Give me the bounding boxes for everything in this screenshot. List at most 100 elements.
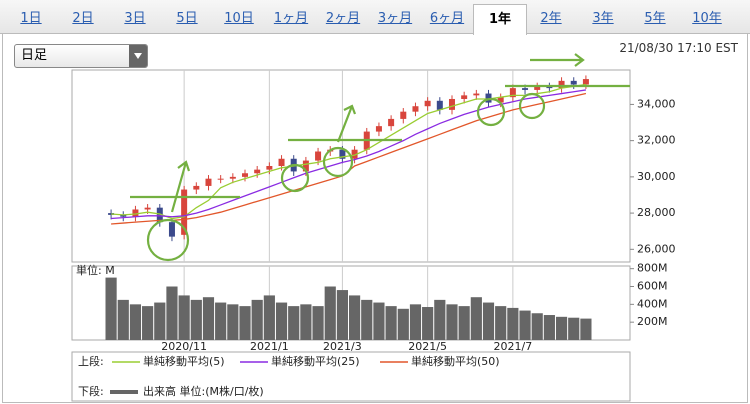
candle-body <box>302 160 309 172</box>
period-tab[interactable]: 3年 <box>592 11 614 26</box>
dropdown-button[interactable] <box>129 45 147 67</box>
y-tick-label: 32,000 <box>637 134 676 147</box>
axis-unit-label: 単位: M <box>76 263 115 277</box>
candle-body <box>509 88 516 98</box>
moving-average-line <box>111 89 587 220</box>
candle-body <box>229 176 236 179</box>
annotation-circle <box>280 163 310 193</box>
y-tick-label: 600M <box>637 280 668 293</box>
volume-bar <box>142 306 154 340</box>
period-tab[interactable]: 10年 <box>692 11 722 26</box>
candle-body <box>144 207 151 210</box>
volume-bar <box>190 299 202 340</box>
annotation-arrow <box>170 160 191 213</box>
volume-bar <box>422 307 434 340</box>
volume-bar <box>495 306 507 340</box>
volume-bar <box>446 304 458 340</box>
legend-prefix: 上段: <box>78 354 104 368</box>
volume-bar <box>385 306 397 340</box>
candle-body <box>205 178 212 186</box>
volume-bar <box>263 295 275 340</box>
x-tick-label: 2021/1 <box>250 340 289 353</box>
x-tick-label: 2021/5 <box>408 340 447 353</box>
volume-bar <box>409 304 422 340</box>
volume-bar <box>300 304 312 340</box>
volume-bar <box>275 302 288 340</box>
volume-bar <box>543 315 555 340</box>
dropdown-label: 日足 <box>21 48 48 63</box>
volume-bar <box>166 286 178 340</box>
candle-body <box>193 185 200 190</box>
legend-frame <box>71 351 631 402</box>
candle-body <box>582 79 589 85</box>
candle-body <box>558 80 565 89</box>
candle-body <box>400 111 407 119</box>
candle-body <box>156 207 163 223</box>
volume-bar <box>154 302 166 340</box>
volume-bar <box>312 306 324 340</box>
candle-body <box>534 86 541 90</box>
volume-bar <box>239 306 251 340</box>
y-tick-label: 400M <box>637 297 668 310</box>
candle-body <box>461 95 468 99</box>
volume-bar <box>580 318 592 340</box>
period-tab[interactable]: 2ヶ月 <box>325 11 361 26</box>
candle-body <box>388 118 395 127</box>
candle-body <box>278 158 285 166</box>
period-tab[interactable]: 1ヶ月 <box>273 11 309 26</box>
candle-body <box>546 86 553 89</box>
candle-body <box>448 98 455 110</box>
annotation-circle <box>476 97 506 127</box>
volume-bar <box>507 307 519 340</box>
volume-bar <box>434 299 446 340</box>
x-tick-label: 2020/11 <box>161 340 207 353</box>
volume-bar <box>397 308 409 340</box>
candle-body <box>473 93 480 96</box>
period-tab[interactable]: 3ヶ月 <box>377 11 413 26</box>
volume-bar <box>519 310 531 340</box>
candle-body <box>315 151 322 161</box>
legend-label: 単純移動平均(25) <box>271 354 360 368</box>
period-tab[interactable]: 1日 <box>20 11 42 26</box>
volume-bar <box>373 302 385 340</box>
candle-body <box>424 100 431 107</box>
chart-panel <box>2 33 748 403</box>
candle-body <box>522 88 529 90</box>
volume-bar <box>117 299 129 340</box>
volume-bar <box>215 302 227 340</box>
period-tab[interactable]: 1年 <box>473 4 527 35</box>
candle-body <box>168 222 175 237</box>
volume-bar <box>251 299 263 340</box>
volume-bar <box>288 306 300 340</box>
volume-bar <box>202 297 215 340</box>
period-tab[interactable]: 6ヶ月 <box>429 11 465 26</box>
period-tab[interactable]: 3日 <box>124 11 146 26</box>
annotation-arrow <box>530 53 585 67</box>
volume-bar <box>227 304 239 340</box>
annotation-circle <box>146 218 190 262</box>
volume-bar <box>568 317 580 340</box>
candle-body <box>120 214 127 217</box>
volume-bar <box>482 302 495 340</box>
legend-label: 単純移動平均(50) <box>411 354 500 368</box>
moving-average-line <box>111 83 587 220</box>
period-tab[interactable]: 2年 <box>540 11 562 26</box>
annotation-circle <box>518 92 546 120</box>
period-tab[interactable]: 2日 <box>72 11 94 26</box>
candle-body <box>339 149 346 159</box>
period-tab[interactable]: 5日 <box>176 11 198 26</box>
annotations <box>130 53 630 262</box>
volume-bar <box>129 304 142 340</box>
interval-dropdown[interactable]: 日足 <box>14 44 148 68</box>
volume-bar <box>458 306 470 340</box>
candle-body <box>351 149 358 159</box>
candle-body <box>254 169 261 174</box>
y-tick-label: 34,000 <box>637 97 676 110</box>
volume-bar <box>178 295 190 340</box>
period-tab[interactable]: 5年 <box>644 11 666 26</box>
candle-body <box>242 173 249 177</box>
period-tab[interactable]: 10日 <box>224 11 254 26</box>
legend-label: 出来高 単位:(M株/口/枚) <box>143 384 264 398</box>
candle-body <box>497 97 504 103</box>
